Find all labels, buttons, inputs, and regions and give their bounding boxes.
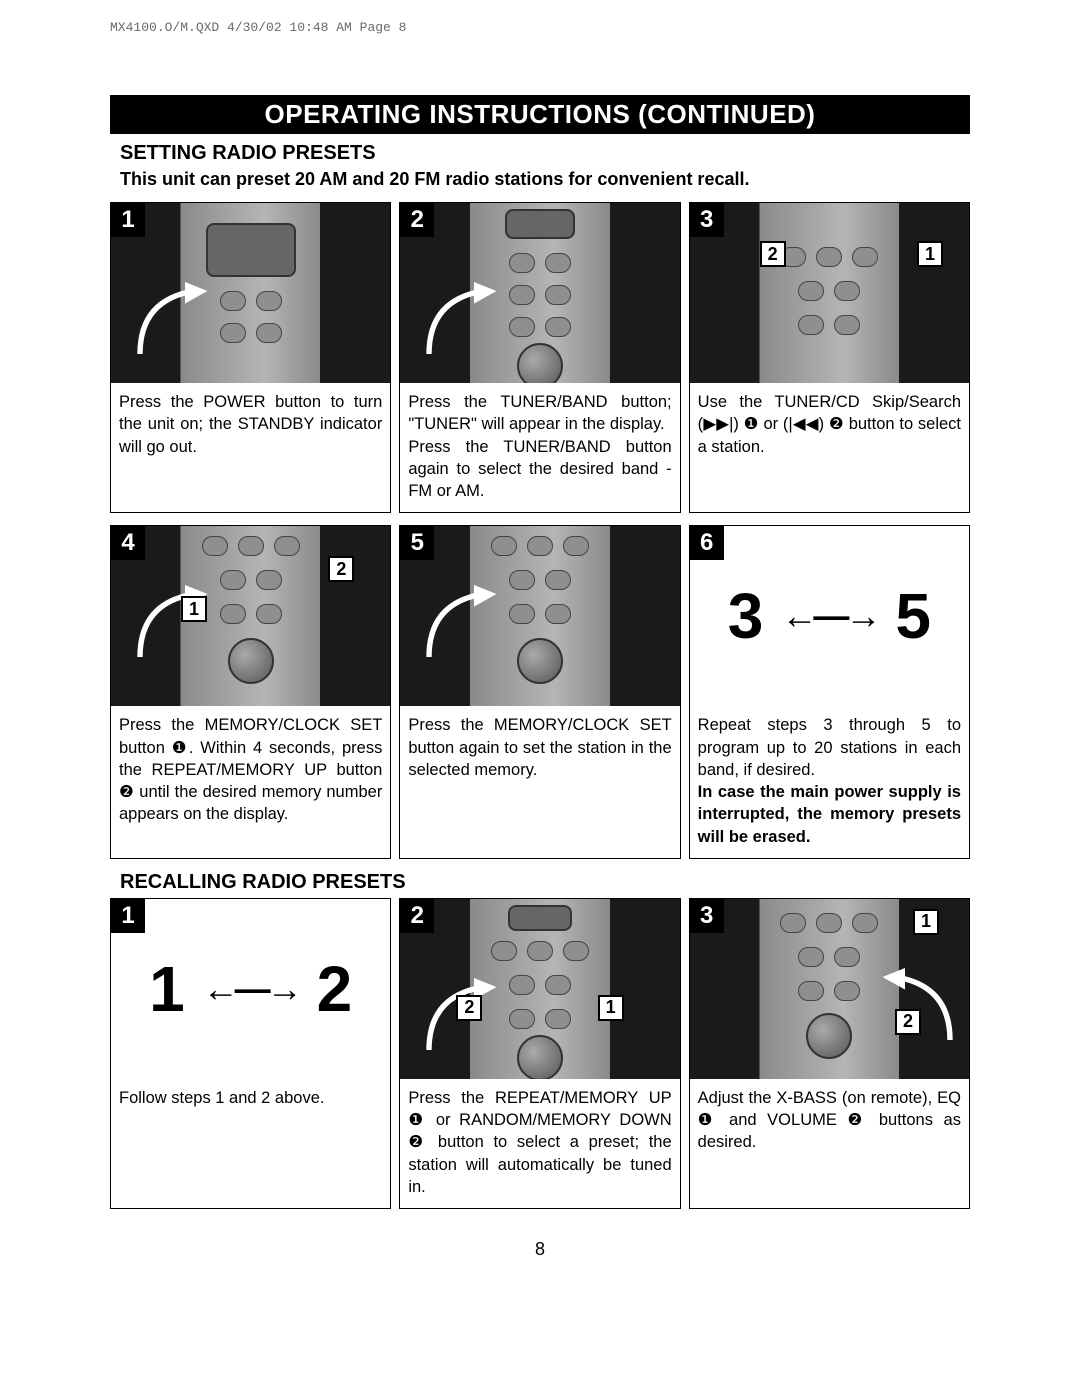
step-illustration: 2 1 2	[400, 899, 679, 1079]
callout-marker: 2	[328, 556, 354, 582]
range-graphic: 3 ←―→ 5	[728, 579, 931, 653]
callout-marker: 2	[456, 995, 482, 1021]
section-intro: This unit can preset 20 AM and 20 FM rad…	[120, 169, 970, 190]
step-caption: Press the REPEAT/MEMORY UP ❶ or RANDOM/M…	[400, 1079, 679, 1208]
step-cell: 2 1 2 Press the REPEAT/MEMORY UP ❶ or RA…	[399, 898, 680, 1209]
step-number-badge: 5	[400, 526, 434, 560]
step-caption: Adjust the X-BASS (on remote), EQ ❶ and …	[690, 1079, 969, 1208]
step-caption: Repeat steps 3 through 5 to program up t…	[690, 706, 969, 858]
step-caption-plain: Repeat steps 3 through 5 to program up t…	[698, 716, 961, 779]
step-cell: 6 3 ←―→ 5 Repeat steps 3 through 5 to pr…	[689, 525, 970, 859]
step-number-badge: 2	[400, 899, 434, 933]
step-number-badge: 3	[690, 203, 724, 237]
step-number-badge: 3	[690, 899, 724, 933]
step-caption: Press the MEMORY/CLOCK SET button again …	[400, 706, 679, 858]
pointer-arrow-icon	[420, 576, 510, 666]
pointer-arrow-icon	[131, 273, 221, 363]
range-graphic: 1 ←―→ 2	[149, 952, 352, 1026]
step-cell: 1 Press the POWER button to turn the uni…	[110, 202, 391, 513]
print-header: MX4100.O/M.QXD 4/30/02 10:48 AM Page 8	[110, 20, 970, 35]
range-to: 2	[317, 952, 353, 1026]
step-caption: Press the MEMORY/CLOCK SET button ❶. Wit…	[111, 706, 390, 858]
step-number-badge: 2	[400, 203, 434, 237]
step-illustration-range: 6 3 ←―→ 5	[690, 526, 969, 706]
step-illustration: 1	[111, 203, 390, 383]
step-cell: 1 1 ←―→ 2 Follow steps 1 and 2 above.	[110, 898, 391, 1209]
step-cell: 5 Press the MEMORY/CLOCK SET button agai…	[399, 525, 680, 859]
range-arrow-icon: ←―→	[781, 595, 877, 637]
step-cell: 3 1 2 Use the TUNER/CD Skip/Search (▶▶|)…	[689, 202, 970, 513]
step-number-badge: 1	[111, 899, 145, 933]
manual-page: MX4100.O/M.QXD 4/30/02 10:48 AM Page 8 O…	[0, 0, 1080, 1300]
step-number-badge: 1	[111, 203, 145, 237]
step-illustration: 2	[400, 203, 679, 383]
step-illustration: 5	[400, 526, 679, 706]
callout-marker: 2	[760, 241, 786, 267]
step-caption: Follow steps 1 and 2 above.	[111, 1079, 390, 1208]
setting-grid-row1: 1 Press the POWER button to turn the uni…	[110, 202, 970, 513]
recalling-grid: 1 1 ←―→ 2 Follow steps 1 and 2 above. 2 …	[110, 898, 970, 1209]
pointer-arrow-icon	[420, 273, 510, 363]
section-heading-recalling: RECALLING RADIO PRESETS	[120, 871, 970, 894]
step-illustration: 3 1 2	[690, 899, 969, 1079]
step-illustration-range: 1 1 ←―→ 2	[111, 899, 390, 1079]
step-illustration: 3 1 2	[690, 203, 969, 383]
range-to: 5	[895, 579, 931, 653]
section-heading-setting: SETTING RADIO PRESETS	[120, 142, 970, 165]
pointer-arrow-icon	[869, 959, 959, 1049]
range-from: 3	[728, 579, 764, 653]
step-cell: 4 2 1 Press the MEMORY/CLOCK SET button …	[110, 525, 391, 859]
step-cell: 3 1 2 Adjust the X-BASS (on remote), EQ …	[689, 898, 970, 1209]
pointer-arrow-icon	[131, 576, 221, 666]
step-cell: 2 Press the TUNER/BAND button; "TUNER" w…	[399, 202, 680, 513]
step-caption: Press the POWER button to turn the unit …	[111, 383, 390, 512]
step-caption: Press the TUNER/BAND button; "TUNER" wil…	[400, 383, 679, 512]
page-number: 8	[110, 1239, 970, 1260]
callout-marker: 2	[895, 1009, 921, 1035]
step-caption: Use the TUNER/CD Skip/Search (▶▶|) ❶ or …	[690, 383, 969, 512]
callout-marker: 1	[913, 909, 939, 935]
range-arrow-icon: ←―→	[203, 968, 299, 1010]
page-title-bar: OPERATING INSTRUCTIONS (CONTINUED)	[110, 95, 970, 134]
callout-marker: 1	[598, 995, 624, 1021]
callout-marker: 1	[917, 241, 943, 267]
setting-grid-row2: 4 2 1 Press the MEMORY/CLOCK SET button …	[110, 525, 970, 859]
step-illustration: 4 2 1	[111, 526, 390, 706]
step-number-badge: 6	[690, 526, 724, 560]
step-caption-bold: In case the main power supply is interru…	[698, 783, 961, 846]
callout-marker: 1	[181, 596, 207, 622]
range-from: 1	[149, 952, 185, 1026]
step-number-badge: 4	[111, 526, 145, 560]
